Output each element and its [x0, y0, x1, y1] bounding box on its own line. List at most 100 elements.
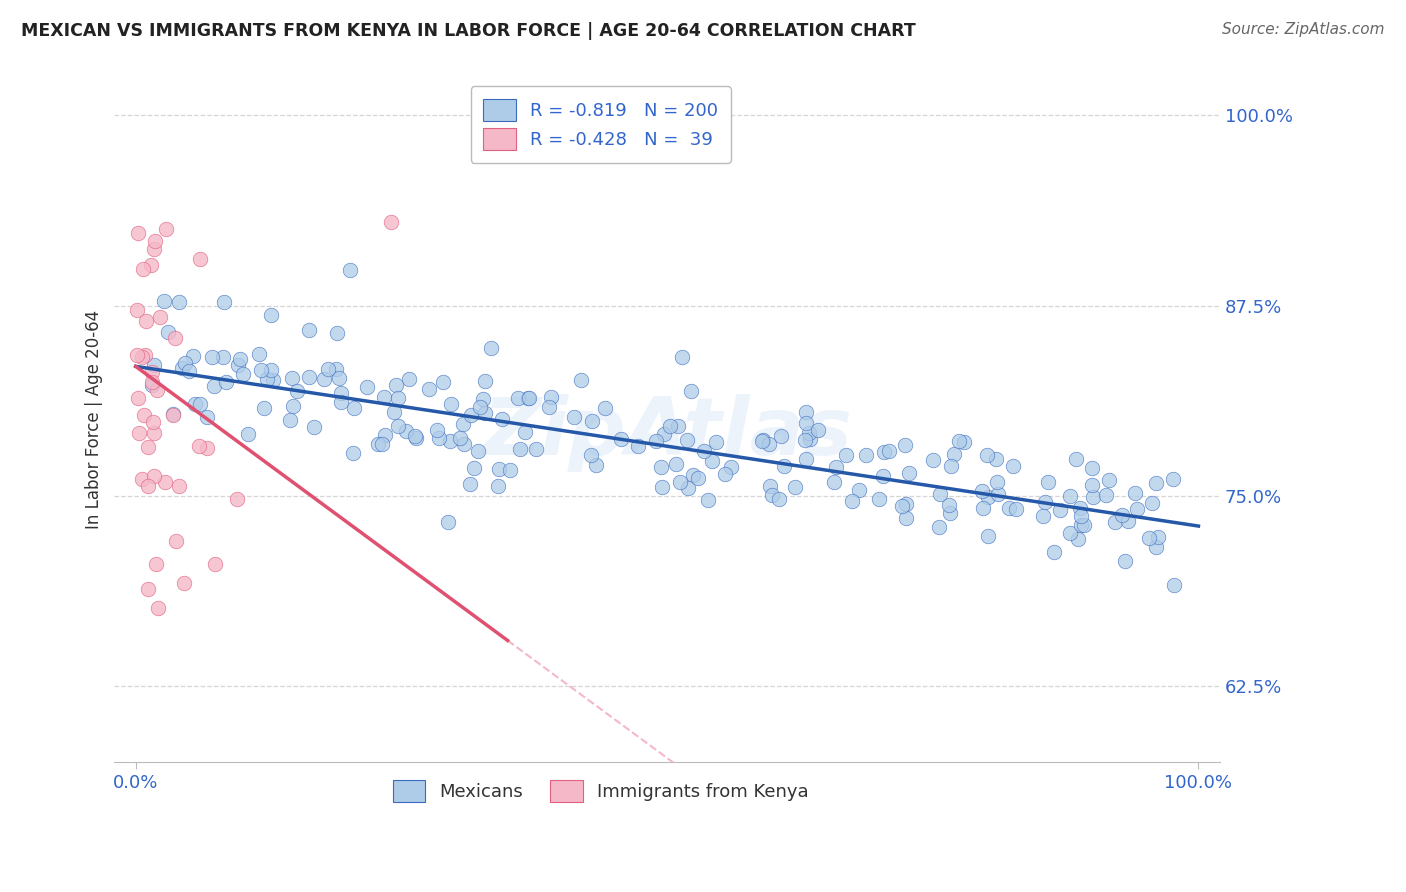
Point — [145, 557, 167, 571]
Point — [380, 215, 402, 229]
Point — [228, 358, 250, 372]
Point — [938, 506, 960, 520]
Point — [156, 326, 179, 340]
Point — [516, 391, 538, 405]
Point — [799, 432, 821, 446]
Point — [167, 478, 190, 492]
Point — [868, 491, 890, 506]
Point — [398, 372, 420, 386]
Point — [686, 471, 709, 485]
Point — [807, 423, 830, 437]
Point — [986, 475, 1008, 489]
Point — [373, 390, 395, 404]
Point — [700, 454, 723, 468]
Point — [1104, 515, 1126, 529]
Point — [128, 425, 150, 440]
Point — [579, 448, 602, 462]
Point — [131, 472, 153, 486]
Point — [1125, 502, 1147, 516]
Point — [1059, 526, 1081, 541]
Point — [976, 449, 998, 463]
Point — [229, 352, 252, 367]
Point — [1140, 496, 1163, 510]
Point — [928, 520, 950, 534]
Point — [770, 429, 793, 443]
Point — [1118, 514, 1140, 528]
Point — [488, 462, 510, 476]
Point — [195, 441, 218, 455]
Point — [772, 459, 794, 474]
Point — [679, 384, 702, 398]
Point — [471, 392, 494, 406]
Point — [491, 412, 513, 426]
Point — [1069, 500, 1091, 515]
Point — [675, 433, 697, 447]
Point — [1070, 518, 1092, 533]
Point — [758, 437, 780, 451]
Point — [127, 303, 149, 318]
Point — [146, 384, 169, 398]
Point — [342, 446, 364, 460]
Point — [453, 437, 475, 451]
Point — [1163, 578, 1185, 592]
Point — [236, 426, 259, 441]
Point — [894, 438, 917, 452]
Point — [125, 348, 148, 362]
Point — [585, 458, 607, 473]
Point — [682, 468, 704, 483]
Point — [499, 463, 522, 477]
Point — [153, 475, 176, 490]
Point — [467, 443, 489, 458]
Point — [593, 401, 616, 416]
Point — [998, 501, 1021, 516]
Point — [356, 380, 378, 394]
Point — [298, 323, 321, 337]
Point — [135, 314, 157, 328]
Point — [329, 385, 352, 400]
Point — [427, 431, 450, 445]
Point — [188, 252, 211, 266]
Point — [720, 460, 742, 475]
Point — [513, 425, 536, 439]
Point — [938, 498, 960, 512]
Point — [165, 533, 187, 548]
Point — [1144, 476, 1167, 491]
Point — [278, 412, 301, 426]
Point — [1083, 491, 1105, 505]
Legend: Mexicans, Immigrants from Kenya: Mexicans, Immigrants from Kenya — [380, 767, 821, 814]
Point — [972, 501, 994, 516]
Point — [650, 460, 672, 475]
Point — [250, 363, 273, 377]
Point — [418, 382, 440, 396]
Point — [873, 445, 896, 459]
Point — [432, 376, 454, 390]
Point — [1147, 530, 1170, 544]
Point — [226, 491, 249, 506]
Point — [172, 360, 194, 375]
Point — [761, 488, 783, 502]
Point — [1161, 473, 1184, 487]
Point — [823, 475, 845, 489]
Point — [658, 418, 681, 433]
Point — [509, 442, 531, 456]
Point — [1137, 531, 1160, 545]
Point — [173, 356, 195, 370]
Point — [139, 259, 162, 273]
Point — [131, 350, 153, 364]
Point — [374, 427, 396, 442]
Point — [405, 431, 427, 445]
Point — [987, 486, 1010, 500]
Point — [148, 601, 170, 615]
Point — [671, 351, 693, 365]
Point — [280, 371, 302, 385]
Point — [752, 433, 775, 447]
Point — [794, 405, 817, 419]
Point — [141, 377, 163, 392]
Point — [1002, 458, 1025, 473]
Point — [665, 457, 688, 471]
Point — [1073, 517, 1095, 532]
Point — [666, 418, 689, 433]
Point — [425, 423, 447, 437]
Point — [136, 479, 159, 493]
Point — [1064, 452, 1087, 467]
